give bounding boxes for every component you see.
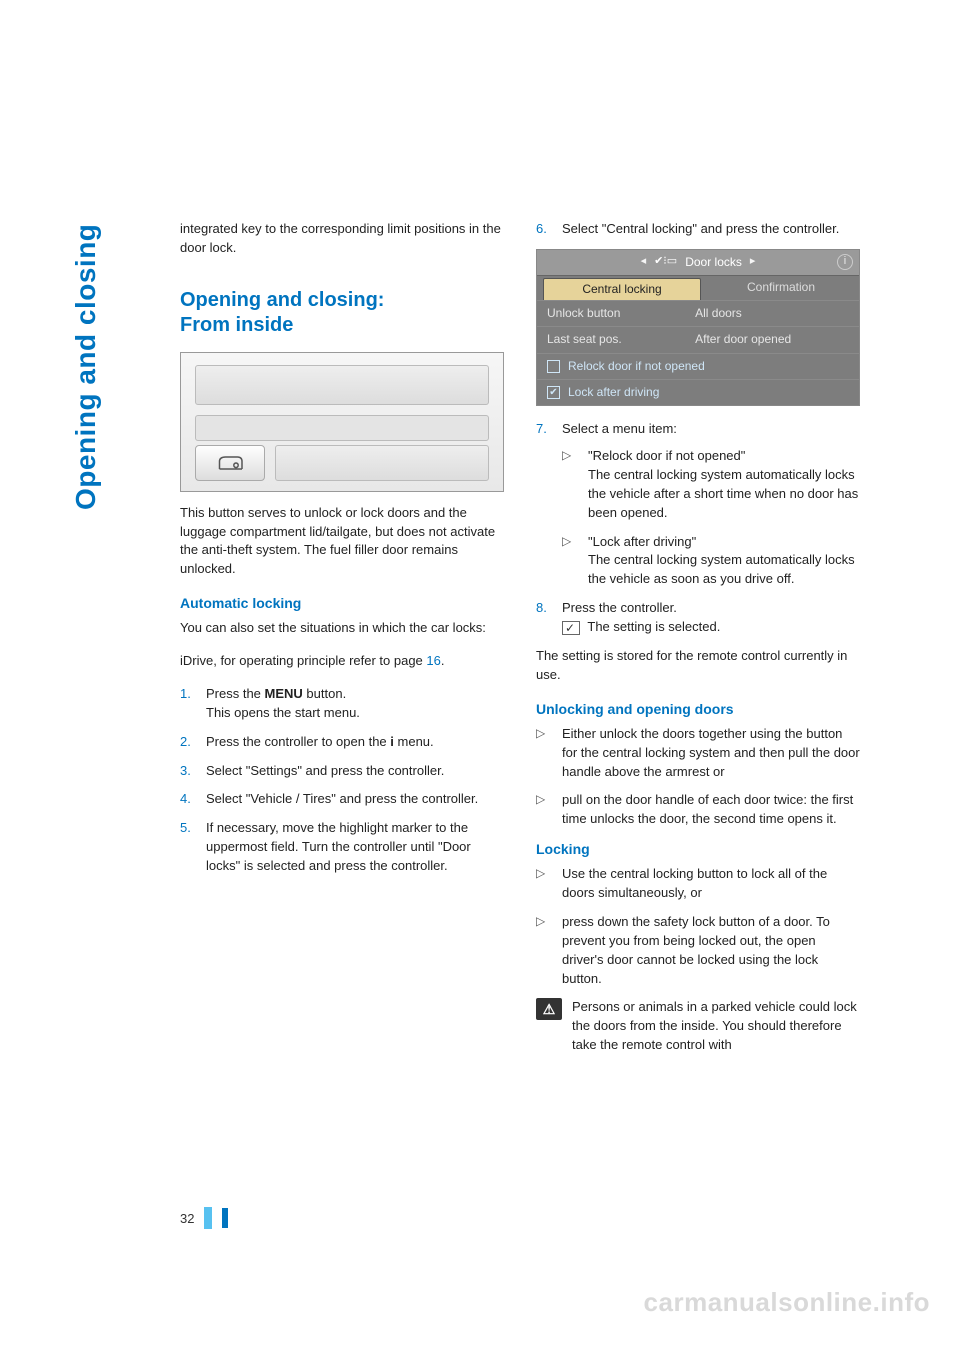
- step-text: Select "Central locking" and press the c…: [562, 221, 839, 236]
- page-reference-link[interactable]: 16: [426, 653, 440, 668]
- page-number-value: 32: [180, 1211, 194, 1226]
- two-column-layout: integrated key to the corresponding limi…: [180, 220, 860, 1055]
- option-desc: The central locking system automatically…: [588, 467, 858, 520]
- text: .: [441, 653, 445, 668]
- step-item: 3. Select "Settings" and press the contr…: [180, 762, 504, 781]
- right-column: 6. Select "Central locking" and press th…: [536, 220, 860, 1055]
- step-item: 7. Select a menu item: "Relock door if n…: [536, 420, 860, 589]
- step-text: Press the MENU button. This opens the st…: [206, 686, 360, 720]
- locking-list: Use the central locking button to lock a…: [536, 865, 860, 988]
- figure-panel: [195, 365, 489, 405]
- nav-right-icon: ▸: [750, 254, 756, 270]
- idrive-reference: iDrive, for operating principle refer to…: [180, 652, 504, 671]
- step-item: 6. Select "Central locking" and press th…: [536, 220, 860, 239]
- stored-note: The setting is stored for the remote con…: [536, 647, 860, 685]
- step-number: 6.: [536, 220, 547, 239]
- subheading-locking: Locking: [536, 839, 860, 859]
- unlocking-list: Either unlock the doors together using t…: [536, 725, 860, 829]
- option-desc: The central locking system automatically…: [588, 552, 855, 586]
- step-number: 5.: [180, 819, 191, 838]
- step-number: 8.: [536, 599, 547, 618]
- tab-confirmation[interactable]: Confirmation: [703, 276, 859, 300]
- step-item: 2. Press the controller to open the i me…: [180, 733, 504, 752]
- watermark: carmanualsonline.info: [644, 1287, 930, 1318]
- step-item: 8. Press the controller. The setting is …: [536, 599, 860, 637]
- info-icon: i: [837, 254, 853, 270]
- step-item: 4. Select "Vehicle / Tires" and press th…: [180, 790, 504, 809]
- figure-panel: [275, 445, 489, 481]
- step-text: Select a menu item:: [562, 421, 677, 436]
- list-item: Either unlock the doors together using t…: [536, 725, 860, 782]
- step-item: 5. If necessary, move the highlight mark…: [180, 819, 504, 876]
- setting-key: Unlock button: [537, 301, 685, 326]
- screenshot-titlebar: ◂ ✔⁝▭ Door locks ▸ i: [537, 250, 859, 276]
- warning-icon: ⚠: [536, 998, 562, 1020]
- step-item: 1. Press the MENU button. This opens the…: [180, 685, 504, 723]
- step-text: Press the controller to open the i menu.: [206, 734, 434, 749]
- list-item: pull on the door handle of each door twi…: [536, 791, 860, 829]
- step-number: 1.: [180, 685, 191, 704]
- checkbox-label: Lock after driving: [568, 384, 659, 401]
- step-text: Select "Settings" and press the controll…: [206, 763, 444, 778]
- screenshot-body: Unlock button All doors Last seat pos. A…: [537, 300, 859, 406]
- checkmark-box-icon: [562, 621, 580, 635]
- option-item: "Relock door if not opened" The central …: [562, 447, 860, 522]
- lock-button-icon: [195, 445, 265, 481]
- warning-note: ⚠ Persons or animals in a parked vehicle…: [536, 998, 860, 1055]
- section-heading: Opening and closing: From inside: [180, 288, 504, 338]
- checkbox-row[interactable]: ✔ Lock after driving: [537, 379, 859, 405]
- section-heading-line1: Opening and closing:: [180, 289, 384, 311]
- idrive-screenshot: ◂ ✔⁝▭ Door locks ▸ i Central locking Con…: [536, 249, 860, 407]
- checkbox-row[interactable]: Relock door if not opened: [537, 353, 859, 379]
- automatic-locking-intro: You can also set the situations in which…: [180, 619, 504, 638]
- list-item: Use the central locking button to lock a…: [536, 865, 860, 903]
- setting-key: Last seat pos.: [537, 327, 685, 352]
- warning-text: Persons or animals in a parked vehicle c…: [572, 998, 860, 1055]
- option-title: "Lock after driving": [588, 534, 696, 549]
- confirm-text: The setting is selected.: [584, 619, 720, 634]
- checkbox-icon: [547, 360, 560, 373]
- procedure-step7: 7. Select a menu item: "Relock door if n…: [536, 420, 860, 636]
- subheading-automatic-locking: Automatic locking: [180, 593, 504, 613]
- intro-paragraph: integrated key to the corresponding limi…: [180, 220, 504, 258]
- text: iDrive, for operating principle refer to…: [180, 653, 426, 668]
- section-heading-line2: From inside: [180, 314, 293, 336]
- step-text: Press the controller.: [562, 600, 677, 615]
- step-number: 7.: [536, 420, 547, 439]
- step-number: 3.: [180, 762, 191, 781]
- section-side-title: Opening and closing: [70, 224, 102, 510]
- step-number: 4.: [180, 790, 191, 809]
- procedure-steps: 1. Press the MENU button. This opens the…: [180, 685, 504, 876]
- screenshot-tabs: Central locking Confirmation: [537, 276, 859, 300]
- dashboard-figure: [180, 352, 504, 492]
- manual-page: Opening and closing integrated key to th…: [0, 0, 960, 1358]
- page-number: 32: [180, 1208, 228, 1228]
- step-text: If necessary, move the highlight marker …: [206, 820, 471, 873]
- option-title: "Relock door if not opened": [588, 448, 745, 463]
- step-number: 2.: [180, 733, 191, 752]
- left-column: integrated key to the corresponding limi…: [180, 220, 504, 1055]
- step-text: Select "Vehicle / Tires" and press the c…: [206, 791, 478, 806]
- nav-left-icon: ◂: [641, 254, 647, 270]
- tab-central-locking[interactable]: Central locking: [543, 278, 701, 300]
- procedure-steps-continued: 6. Select "Central locking" and press th…: [536, 220, 860, 239]
- option-item: "Lock after driving" The central locking…: [562, 533, 860, 590]
- checkbox-checked-icon: ✔: [547, 386, 560, 399]
- submenu-options: "Relock door if not opened" The central …: [562, 447, 860, 589]
- settings-row: Unlock button All doors: [537, 300, 859, 326]
- figure-panel: [195, 415, 489, 441]
- setting-value: After door opened: [685, 327, 859, 352]
- screenshot-title: Door locks: [685, 254, 742, 271]
- subheading-unlocking: Unlocking and opening doors: [536, 699, 860, 719]
- figure-description: This button serves to unlock or lock doo…: [180, 504, 504, 579]
- list-item: press down the safety lock button of a d…: [536, 913, 860, 988]
- setting-value: All doors: [685, 301, 859, 326]
- checkbox-label: Relock door if not opened: [568, 358, 705, 375]
- settings-row: Last seat pos. After door opened: [537, 326, 859, 352]
- page-number-bar: [204, 1207, 212, 1229]
